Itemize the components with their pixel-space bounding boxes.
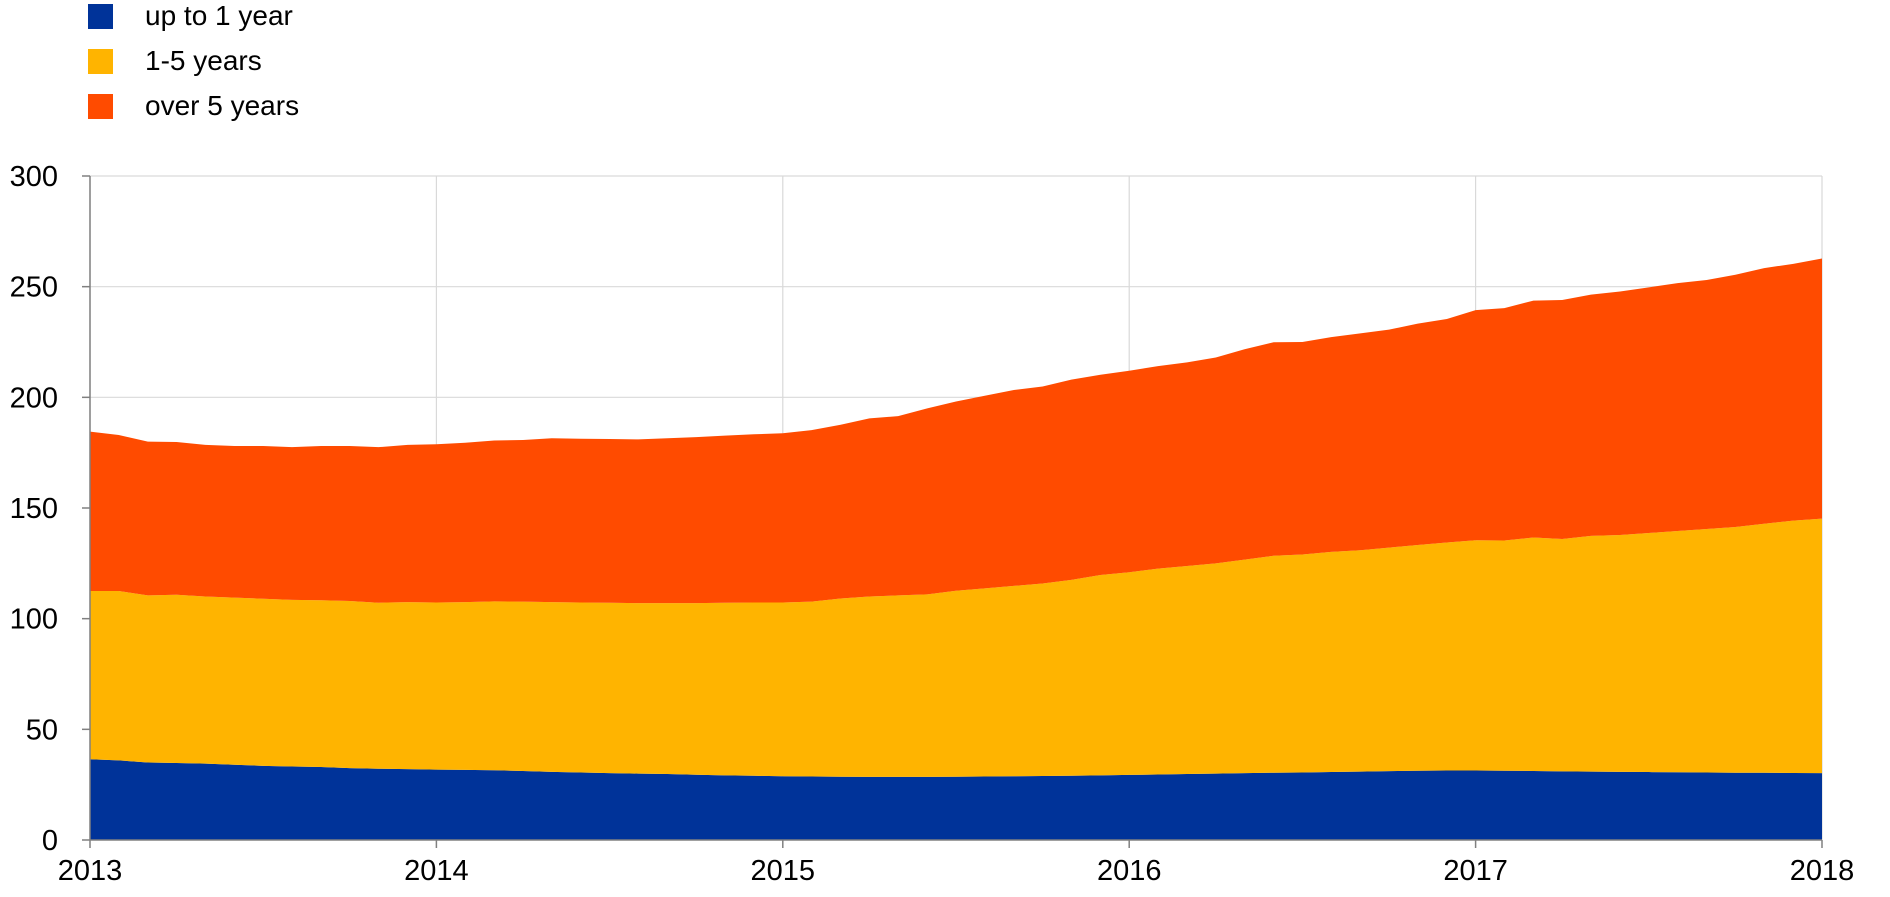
y-tick-label-150: 150 bbox=[10, 493, 58, 525]
legend-item-up-to-1-year: up to 1 year bbox=[88, 0, 293, 31]
x-tick-label-2013: 2013 bbox=[58, 855, 123, 887]
x-tick-label-2017: 2017 bbox=[1443, 855, 1508, 887]
legend-swatch-up-to-1-year bbox=[88, 3, 113, 29]
x-axis-tick-labels: 2013 2014 2015 2016 2017 2018 bbox=[58, 855, 1855, 887]
y-tick-label-250: 250 bbox=[10, 272, 58, 304]
y-axis-tick-labels: 0 50 100 150 200 250 300 bbox=[10, 161, 58, 857]
y-tick-label-50: 50 bbox=[26, 714, 58, 746]
legend-item-1-5-years: 1-5 years bbox=[88, 45, 262, 76]
legend-label-1-5-years: 1-5 years bbox=[145, 45, 262, 76]
x-tick-label-2015: 2015 bbox=[751, 855, 816, 887]
y-tick-label-0: 0 bbox=[42, 825, 58, 857]
legend-label-up-to-1-year: up to 1 year bbox=[145, 0, 293, 31]
x-tick-label-2016: 2016 bbox=[1097, 855, 1162, 887]
legend-label-over-5-years: over 5 years bbox=[145, 90, 300, 121]
legend-swatch-over-5-years bbox=[88, 93, 113, 119]
area-up-to-1-year bbox=[90, 759, 1822, 840]
y-tick-label-100: 100 bbox=[10, 604, 58, 636]
x-tick-label-2014: 2014 bbox=[404, 855, 469, 887]
area-1-5-years bbox=[90, 518, 1822, 777]
legend-swatch-1-5-years bbox=[88, 48, 113, 74]
y-tick-label-300: 300 bbox=[10, 161, 58, 193]
axes bbox=[82, 175, 1823, 848]
legend-item-over-5-years: over 5 years bbox=[88, 90, 300, 121]
y-tick-label-200: 200 bbox=[10, 382, 58, 414]
x-tick-label-2018: 2018 bbox=[1790, 855, 1855, 887]
area-over-5-years bbox=[90, 258, 1822, 604]
area-series bbox=[90, 258, 1822, 840]
